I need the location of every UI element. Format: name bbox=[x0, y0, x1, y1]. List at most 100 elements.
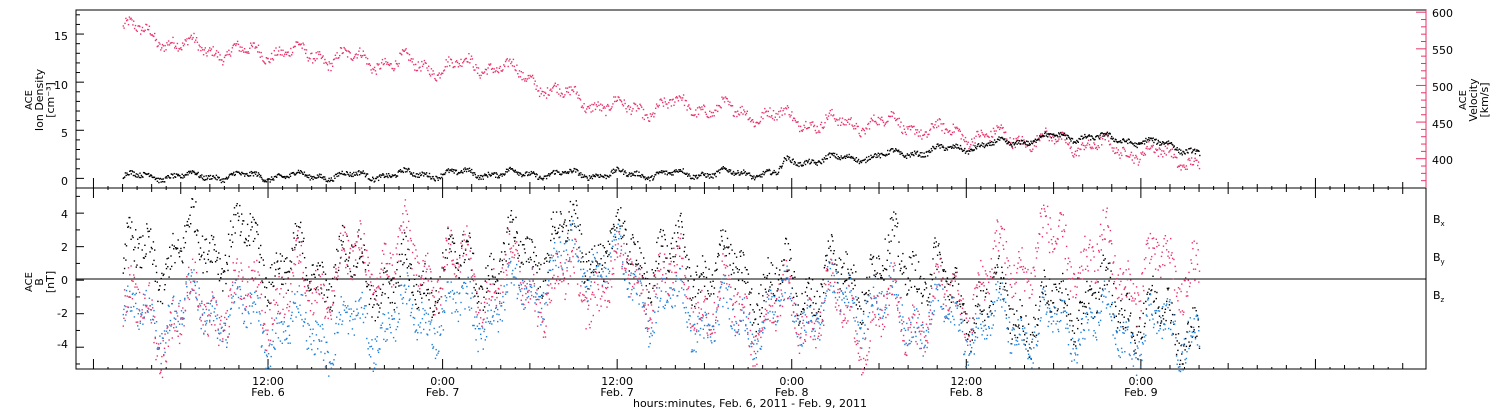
density-series-point bbox=[485, 174, 487, 176]
velocity-series-point bbox=[934, 124, 936, 126]
density-series-point bbox=[825, 155, 827, 157]
density-series-point bbox=[388, 174, 391, 177]
by-series-point bbox=[196, 281, 198, 283]
density-series-point bbox=[268, 178, 271, 180]
bx-series-point bbox=[780, 277, 782, 279]
density-series-point bbox=[895, 149, 898, 151]
bx-series-point bbox=[1031, 331, 1034, 334]
density-series-point bbox=[356, 173, 358, 175]
bx-series-point bbox=[1193, 329, 1195, 331]
velocity-series-point bbox=[307, 60, 309, 62]
bx-series-point bbox=[822, 279, 824, 281]
bx-series-point bbox=[378, 311, 380, 313]
bx-series-point bbox=[302, 240, 304, 242]
by-series-point bbox=[305, 340, 308, 342]
density-series-point bbox=[929, 151, 932, 153]
velocity-series-point bbox=[1026, 145, 1029, 147]
velocity-series-point bbox=[1108, 144, 1111, 146]
bx-series-point bbox=[1065, 288, 1067, 290]
bx-series-point bbox=[508, 230, 511, 232]
bx-series-point bbox=[1033, 316, 1035, 319]
data-points bbox=[122, 16, 1201, 379]
bx-series-point bbox=[373, 298, 376, 300]
density-series-point bbox=[380, 176, 382, 178]
density-series-point bbox=[1122, 138, 1125, 140]
bx-series-point bbox=[516, 231, 518, 233]
bx-series-point bbox=[341, 224, 344, 227]
bx-series-point bbox=[718, 254, 720, 256]
bx-series-point bbox=[721, 240, 723, 242]
velocity-series-point bbox=[489, 64, 491, 66]
density-series-point bbox=[1003, 139, 1005, 141]
density-series-point bbox=[1057, 136, 1059, 138]
bx-series-point bbox=[241, 223, 244, 225]
by-series-point bbox=[300, 294, 302, 296]
bx-series-point bbox=[283, 260, 285, 262]
density-series-point bbox=[405, 168, 407, 170]
velocity-series-point bbox=[456, 61, 459, 64]
density-series-point bbox=[487, 176, 489, 178]
density-series-point bbox=[923, 152, 925, 154]
density-series-point bbox=[201, 174, 203, 176]
density-series-point bbox=[510, 168, 512, 170]
bx-series-point bbox=[207, 258, 210, 261]
velocity-series-point bbox=[518, 76, 520, 78]
bx-series-point bbox=[748, 293, 750, 295]
bx-series-point bbox=[973, 322, 975, 324]
density-series-point bbox=[1098, 136, 1100, 138]
density-series-point bbox=[480, 178, 482, 180]
bx-series-point bbox=[551, 233, 553, 235]
bx-series-point bbox=[734, 252, 736, 255]
velocity-series-point bbox=[198, 44, 200, 46]
density-series-point bbox=[827, 154, 829, 156]
velocity-series-point bbox=[236, 40, 239, 43]
velocity-series-point bbox=[427, 69, 429, 72]
velocity-series-point bbox=[510, 62, 512, 65]
density-series-point bbox=[985, 144, 987, 146]
bx-series-point bbox=[613, 225, 615, 228]
density-series-point bbox=[743, 169, 745, 171]
velocity-series-point bbox=[513, 65, 515, 68]
velocity-series-point bbox=[804, 126, 806, 129]
bx-series-point bbox=[502, 264, 504, 266]
bx-series-point bbox=[215, 250, 217, 252]
bx-series-point bbox=[756, 303, 758, 305]
velocity-series-point bbox=[148, 25, 151, 27]
bx-series-point bbox=[848, 277, 850, 279]
velocity-series-point bbox=[652, 112, 654, 114]
bx-series-point bbox=[725, 255, 727, 257]
velocity-series-point bbox=[523, 78, 525, 80]
by-series-point bbox=[132, 292, 134, 295]
velocity-series-point bbox=[998, 126, 1000, 128]
bx-series-point bbox=[130, 238, 132, 240]
density-series-point bbox=[518, 174, 520, 176]
density-series-point bbox=[526, 171, 528, 173]
by-series-point bbox=[131, 310, 133, 312]
bx-series-point bbox=[929, 273, 932, 276]
velocity-series-point bbox=[1101, 138, 1104, 140]
velocity-series-point bbox=[485, 69, 488, 71]
velocity-series-point bbox=[821, 126, 824, 129]
density-series-point bbox=[463, 170, 466, 172]
density-series-point bbox=[793, 163, 795, 165]
density-series-point bbox=[297, 171, 299, 174]
bx-series-point bbox=[491, 275, 494, 277]
density-series-point bbox=[661, 172, 663, 174]
velocity-series-point bbox=[444, 66, 446, 68]
bx-series-point bbox=[1074, 341, 1076, 343]
velocity-series-point bbox=[720, 107, 722, 109]
velocity-series-point bbox=[274, 54, 276, 56]
density-series-point bbox=[824, 158, 826, 160]
bx-series-point bbox=[1116, 327, 1119, 329]
bx-series-point bbox=[356, 262, 359, 264]
bx-series-point bbox=[1103, 284, 1106, 286]
bx-series-point bbox=[340, 239, 342, 242]
bx-series-point bbox=[1185, 337, 1187, 340]
bx-series-point bbox=[270, 283, 272, 285]
density-series-point bbox=[1130, 140, 1132, 143]
bx-series-point bbox=[592, 271, 594, 274]
density-series-point bbox=[162, 178, 164, 180]
velocity-series-point bbox=[332, 65, 334, 67]
bx-series-point bbox=[920, 292, 922, 295]
bx-series-point bbox=[352, 246, 354, 248]
